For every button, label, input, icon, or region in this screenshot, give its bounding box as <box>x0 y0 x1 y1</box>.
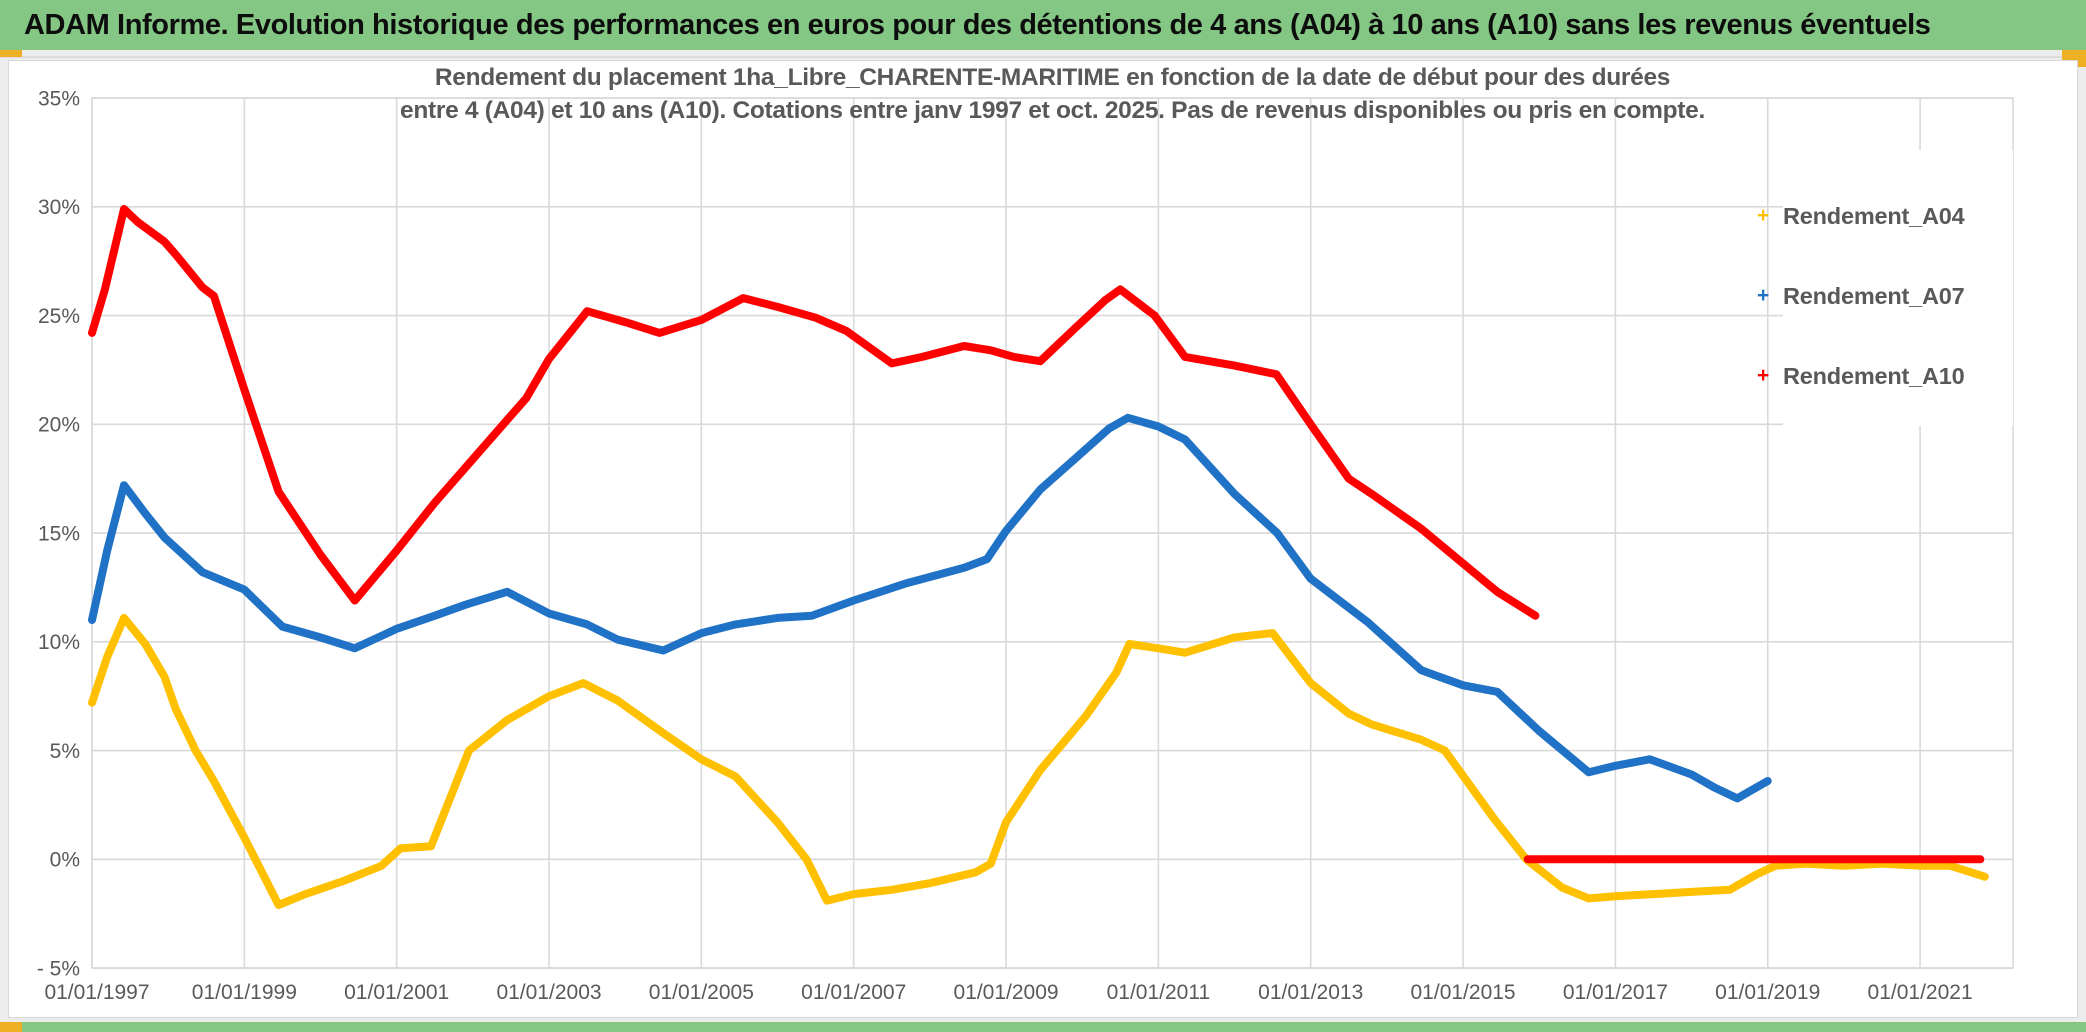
x-tick-label: 01/01/2021 <box>1868 981 1973 1004</box>
bottom-bar <box>0 1022 2086 1032</box>
plot-border <box>91 97 2014 969</box>
series-lines <box>88 205 1989 909</box>
y-tick-label: 30% <box>38 196 80 219</box>
header-divider <box>0 56 2086 58</box>
x-tick-label: 01/01/2017 <box>1563 981 1668 1004</box>
plus-marker-icon: + <box>1757 364 1770 387</box>
series-line-rendement_a04 <box>88 613 1989 909</box>
y-tick-label: 20% <box>38 414 80 437</box>
x-axis-labels: 01/01/1997 01/01/1999 01/01/2001 01/01/2003… <box>44 981 1972 1004</box>
legend-item-a10: + Rendement_A10 <box>1757 360 2057 392</box>
y-tick-label: 35% <box>38 87 80 110</box>
x-tick-label: 01/01/2019 <box>1715 981 1820 1004</box>
x-tick-label: 01/01/2011 <box>1107 981 1211 1004</box>
chart-title: Rendement du placement 1ha_Libre_CHARENT… <box>92 61 2013 127</box>
y-axis-labels: 35% 30% 25% 20% 15% 10% 5% 0% - 5% <box>37 87 80 980</box>
x-tick-label: 01/01/1997 <box>44 981 149 1004</box>
x-tick-label: 01/01/2001 <box>344 981 449 1004</box>
chart-title-line2: entre 4 (A04) et 10 ans (A10). Cotations… <box>400 97 1705 124</box>
legend-label-a10: Rendement_A10 <box>1783 362 1965 389</box>
x-tick-label: 01/01/2013 <box>1258 981 1363 1004</box>
x-tick-label: 01/01/2009 <box>953 981 1058 1004</box>
gold-accent-top-left <box>0 50 22 57</box>
header-title: ADAM Informe. Evolution historique des p… <box>24 8 1931 41</box>
y-tick-label: 5% <box>50 740 80 763</box>
chart-title-line1: Rendement du placement 1ha_Libre_CHARENT… <box>434 64 1671 91</box>
x-tick-label: 01/01/2007 <box>801 981 906 1004</box>
y-tick-label: - 5% <box>37 957 80 980</box>
x-tick-label: 01/01/2003 <box>496 981 601 1004</box>
legend-background <box>1783 150 2013 426</box>
x-tick-label: 01/01/2005 <box>649 981 754 1004</box>
legend-label-a04: Rendement_A04 <box>1783 202 1965 229</box>
header-bar: ADAM Informe. Evolution historique des p… <box>0 0 2086 50</box>
gold-accent-bottom-left <box>0 1022 22 1032</box>
y-tick-label: 10% <box>38 631 80 654</box>
y-tick-label: 0% <box>50 849 80 872</box>
gridlines <box>91 97 2013 969</box>
series-line-rendement_a07 <box>88 413 1772 803</box>
x-tick-label: 01/01/1999 <box>192 981 297 1004</box>
legend-label-a07: Rendement_A07 <box>1783 282 1965 309</box>
y-tick-label: 15% <box>38 522 80 545</box>
series-line-rendement_a10 <box>88 205 1540 620</box>
x-tick-label: 01/01/2015 <box>1411 981 1516 1004</box>
plus-marker-icon: + <box>1757 204 1770 227</box>
legend-item-a04: + Rendement_A04 <box>1757 200 2057 232</box>
plus-marker-icon: + <box>1757 284 1770 307</box>
legend-item-a07: + Rendement_A07 <box>1757 280 2057 312</box>
y-tick-label: 25% <box>38 305 80 328</box>
